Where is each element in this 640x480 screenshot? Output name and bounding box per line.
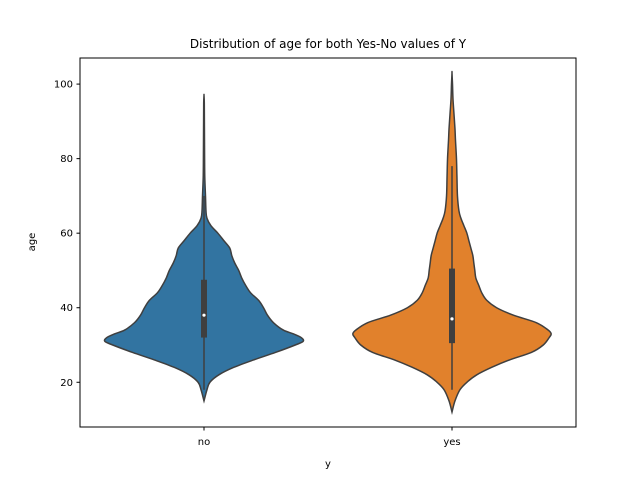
x-axis: no yes	[198, 427, 461, 448]
y-tick-label: 80	[60, 154, 73, 165]
y-tick-label: 60	[60, 229, 73, 240]
y-axis: 20 40 60 80 100	[54, 80, 80, 389]
x-tick-label-yes: yes	[443, 437, 460, 448]
iqr-box-no	[201, 279, 207, 338]
x-axis-label: y	[325, 459, 331, 470]
chart-title: Distribution of age for both Yes-No valu…	[190, 37, 467, 51]
x-tick-label-no: no	[198, 437, 210, 448]
y-tick-label: 100	[54, 80, 73, 91]
iqr-box-yes	[449, 268, 455, 344]
y-tick-label: 40	[60, 303, 73, 314]
y-tick-label: 20	[60, 378, 73, 389]
violins-group	[103, 70, 552, 415]
median-dot-yes	[450, 317, 454, 321]
median-dot-no	[202, 313, 206, 317]
plot-frame	[79, 57, 577, 428]
y-axis-label: age	[27, 233, 38, 252]
